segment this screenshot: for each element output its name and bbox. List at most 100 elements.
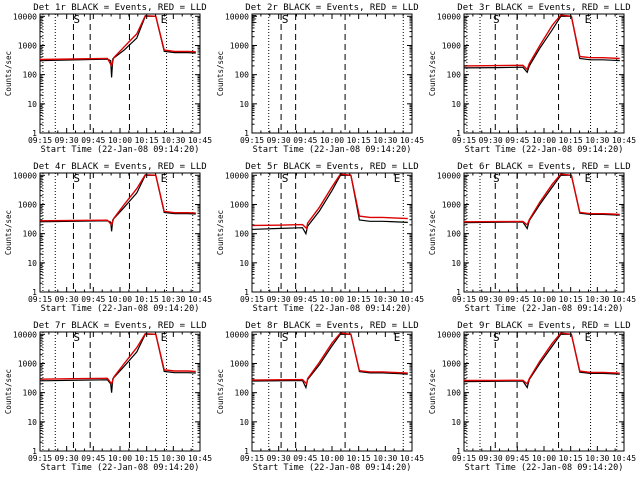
x-axis-label: Start Time (22-Jan-08 09:14:20) <box>253 304 412 314</box>
plot-frame <box>39 13 201 134</box>
y-tick-label: 1 <box>32 288 37 297</box>
x-tick-label: 09:30 <box>267 136 291 145</box>
x-tick-label: 10:00 <box>320 295 344 304</box>
y-tick-label: 100 <box>23 389 38 398</box>
marker-label-s: S <box>282 13 289 26</box>
panel-title: Det 3r BLACK = Events, RED = LLD <box>457 3 630 13</box>
y-tick-label: 100 <box>447 71 462 80</box>
x-tick-label: 10:15 <box>347 136 371 145</box>
x-tick-label: 09:30 <box>55 295 79 304</box>
y-tick-label: 10 <box>451 259 461 268</box>
lld-series-line <box>40 332 196 386</box>
x-axis-label: Start Time (22-Jan-08 09:14:20) <box>41 304 200 314</box>
marker-label-s: S <box>493 172 500 185</box>
y-tick-label: 1000 <box>230 200 249 209</box>
x-tick-label: 10:30 <box>585 295 609 304</box>
x-tick-label: 10:00 <box>532 295 556 304</box>
x-axis-label: Start Time (22-Jan-08 09:14:20) <box>465 145 624 155</box>
lld-series-line <box>464 173 620 227</box>
marker-label-s: S <box>73 331 80 344</box>
events-series-line <box>464 15 620 74</box>
y-tick-label: 10000 <box>13 171 37 180</box>
x-tick-label: 10:45 <box>400 295 424 304</box>
x-tick-label: 09:15 <box>240 454 264 463</box>
y-axis-label: Counts/sec <box>428 210 437 255</box>
x-tick-label: 09:15 <box>28 295 52 304</box>
x-tick-label: 10:30 <box>161 454 185 463</box>
marker-label-e: E <box>394 331 401 344</box>
events-series-line <box>464 174 620 230</box>
x-tick-label: 10:45 <box>612 295 636 304</box>
y-axis-label: Counts/sec <box>4 51 13 96</box>
x-tick-label: 09:30 <box>479 295 503 304</box>
plot-frame <box>463 13 625 134</box>
lld-series-line <box>40 173 196 227</box>
y-axis-label: Counts/sec <box>216 369 225 414</box>
x-tick-label: 10:15 <box>135 136 159 145</box>
x-tick-label: 09:45 <box>505 454 529 463</box>
y-tick-label: 1 <box>244 129 249 138</box>
lld-series-line <box>252 173 408 230</box>
panel-title: Det 9r BLACK = Events, RED = LLD <box>457 321 630 331</box>
marker-label-e: E <box>585 331 592 344</box>
x-axis-label: Start Time (22-Jan-08 09:14:20) <box>465 304 624 314</box>
y-tick-label: 100 <box>447 389 462 398</box>
y-tick-label: 1000 <box>18 200 37 209</box>
x-tick-label: 10:45 <box>188 295 212 304</box>
y-tick-label: 1000 <box>18 359 37 368</box>
plot-frame <box>39 172 201 293</box>
panel-2: ES11010010001000009:1509:3009:4510:0010:… <box>216 3 424 155</box>
x-tick-label: 09:30 <box>479 136 503 145</box>
x-tick-label: 09:45 <box>505 295 529 304</box>
marker-label-e: E <box>585 13 592 26</box>
y-tick-label: 10000 <box>225 330 249 339</box>
x-tick-label: 09:15 <box>240 136 264 145</box>
y-tick-label: 10 <box>27 259 37 268</box>
y-axis-label: Counts/sec <box>216 51 225 96</box>
y-tick-label: 100 <box>235 71 250 80</box>
y-tick-label: 10000 <box>13 12 37 21</box>
x-tick-label: 10:15 <box>559 136 583 145</box>
plot-frame <box>463 172 625 293</box>
y-tick-label: 10 <box>27 100 37 109</box>
x-tick-label: 09:45 <box>81 136 105 145</box>
x-tick-label: 10:30 <box>161 136 185 145</box>
y-tick-label: 1 <box>32 447 37 456</box>
y-axis-label: Counts/sec <box>428 369 437 414</box>
y-tick-label: 10000 <box>225 12 249 21</box>
x-tick-label: 10:30 <box>585 454 609 463</box>
lld-series-line <box>464 14 620 71</box>
x-axis-label: Start Time (22-Jan-08 09:14:20) <box>41 463 200 473</box>
y-axis-label: Counts/sec <box>4 369 13 414</box>
x-tick-label: 10:00 <box>532 454 556 463</box>
x-tick-label: 10:30 <box>373 454 397 463</box>
x-tick-label: 10:45 <box>612 136 636 145</box>
marker-label-e: E <box>250 13 257 26</box>
x-tick-label: 10:00 <box>320 454 344 463</box>
plot-frame <box>251 331 413 452</box>
x-tick-label: 10:45 <box>188 136 212 145</box>
panel-title: Det 2r BLACK = Events, RED = LLD <box>245 3 418 13</box>
x-tick-label: 10:30 <box>585 136 609 145</box>
y-axis-label: Counts/sec <box>428 51 437 96</box>
marker-label-s: S <box>493 331 500 344</box>
x-axis-label: Start Time (22-Jan-08 09:14:20) <box>253 463 412 473</box>
y-tick-label: 10000 <box>437 12 461 21</box>
panel-title: Det 7r BLACK = Events, RED = LLD <box>33 321 206 331</box>
events-series-line <box>40 15 196 78</box>
x-tick-label: 10:00 <box>108 454 132 463</box>
x-axis-label: Start Time (22-Jan-08 09:14:20) <box>41 145 200 155</box>
y-tick-label: 100 <box>23 71 38 80</box>
y-tick-label: 10000 <box>437 330 461 339</box>
